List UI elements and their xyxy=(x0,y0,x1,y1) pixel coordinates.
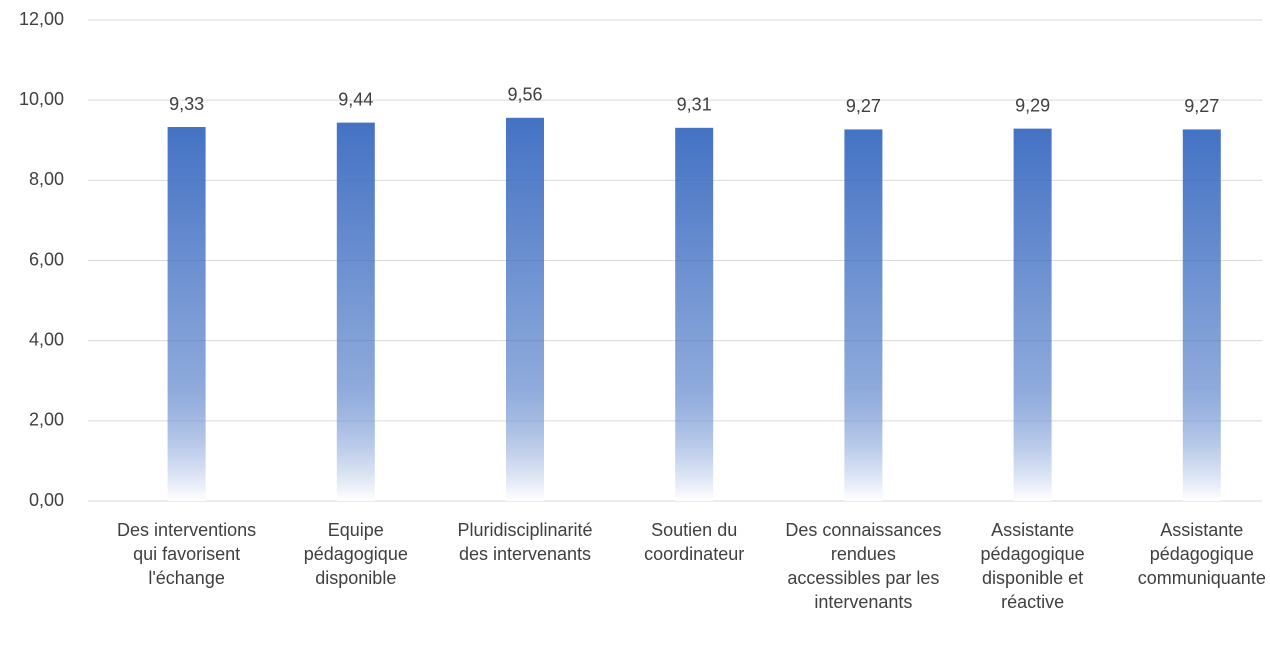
x-tick-label: Des connaissances rendues accessibles pa… xyxy=(785,520,942,612)
y-tick-label: 12,00 xyxy=(19,9,64,29)
bar xyxy=(844,129,883,502)
value-label: 9,27 xyxy=(1184,96,1219,116)
bar xyxy=(506,117,544,501)
y-tick-label: 0,00 xyxy=(29,490,64,510)
value-label: 9,33 xyxy=(169,94,204,114)
bar xyxy=(675,127,714,502)
bar xyxy=(1182,129,1221,502)
x-tick-label: Soutien du coordinateur xyxy=(644,520,745,564)
y-tick-label: 6,00 xyxy=(29,249,64,269)
x-tick-label: Equipe pédagogique disponible xyxy=(303,520,408,588)
y-tick-label: 10,00 xyxy=(19,89,64,109)
y-tick-label: 4,00 xyxy=(29,329,64,349)
value-label: 9,27 xyxy=(846,96,881,116)
value-label: 9,56 xyxy=(507,85,542,105)
x-tick-label: Des interventions qui favorisent l'échan… xyxy=(117,520,257,588)
bar xyxy=(1013,128,1052,501)
x-tick-label: Assistante pédagogique communiquante xyxy=(1137,520,1266,588)
y-tick-label: 2,00 xyxy=(29,410,64,430)
bar xyxy=(167,127,206,502)
value-label: 9,44 xyxy=(338,89,373,109)
bar xyxy=(336,122,375,501)
y-tick-label: 8,00 xyxy=(29,169,64,189)
x-tick-label: Assistante pédagogique disponible et réa… xyxy=(980,520,1085,612)
value-label: 9,31 xyxy=(677,95,712,115)
x-tick-label: Pluridisciplinarité des intervenants xyxy=(457,520,593,564)
value-label: 9,29 xyxy=(1015,95,1050,115)
